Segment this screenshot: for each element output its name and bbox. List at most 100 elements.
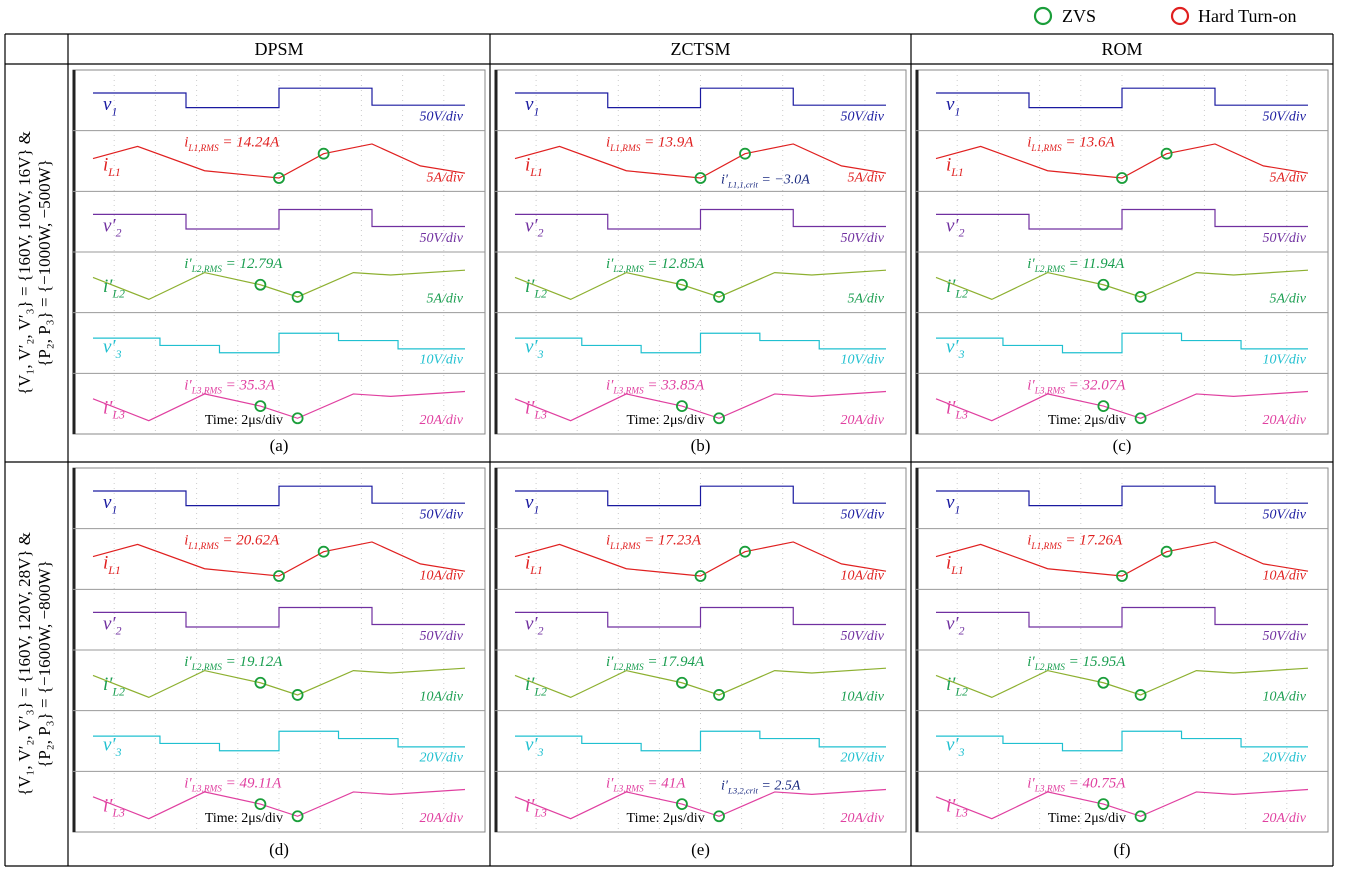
channel-name-main: v′ — [525, 337, 538, 358]
scale-label: 50V/div — [1262, 508, 1306, 523]
time-label: Time: 2μs/div — [627, 413, 705, 428]
channel-name-sub: L2 — [954, 287, 968, 300]
scale-label: 20A/div — [1262, 413, 1306, 428]
scale-label: 10V/div — [840, 352, 884, 367]
panel-caption: (c) — [1113, 436, 1132, 455]
scale-label: 10A/div — [840, 568, 884, 583]
scale-label: 50V/div — [419, 110, 463, 125]
channel-name-sub: 3 — [958, 746, 965, 759]
rms-label-sub: L1,RMS — [609, 144, 641, 154]
legend-label: ZVS — [1062, 6, 1096, 26]
crit-label-rest: = 2.5A — [758, 778, 801, 793]
rms-label-sub: L3,RMS — [1034, 387, 1066, 397]
time-label: Time: 2μs/div — [627, 811, 705, 826]
channel-name-main: v′ — [103, 735, 116, 756]
channel-name-sub: 1 — [533, 105, 539, 118]
channel-name-sub: L1 — [529, 166, 542, 179]
channel-name-main: v′ — [946, 215, 959, 236]
rms-label-sub: L2,RMS — [1034, 265, 1066, 275]
channel-name-sub: L1 — [107, 564, 120, 577]
scale-label: 50V/div — [419, 629, 463, 644]
channel-name-main: v′ — [525, 215, 538, 236]
time-label: Time: 2μs/div — [1048, 413, 1126, 428]
channel-name-sub: L3 — [954, 807, 968, 820]
scale-label: 50V/div — [1262, 231, 1306, 246]
rms-label-rest: = 19.12A — [222, 654, 283, 670]
scale-label: 10A/div — [419, 568, 463, 583]
crit-label-sub: L1,1,crit — [727, 179, 758, 189]
channel-name-main: v′ — [103, 337, 116, 358]
scale-label: 20V/div — [840, 750, 884, 765]
rms-label-sub: L1,RMS — [187, 542, 219, 552]
panel-caption: (e) — [691, 840, 710, 859]
channel-name-sub: 1 — [111, 503, 117, 516]
channel-name-sub: L3 — [111, 807, 125, 820]
row-label: {P₂, P₃} = {−1600W, −800W} — [35, 560, 54, 768]
channel-name-main: v′ — [103, 215, 116, 236]
rms-label-sub: L1,RMS — [1030, 144, 1062, 154]
scale-label: 20A/div — [419, 811, 463, 826]
scale-label: 50V/div — [840, 629, 884, 644]
figure: ZVSHard Turn-onDPSMZCTSMROM{V₁, V′₂, V′₃… — [0, 0, 1348, 871]
row-label: {V₁, V′₂, V′₃} = {160V, 120V, 28V} & — [15, 532, 34, 796]
channel-name-sub: L3 — [111, 409, 125, 422]
channel-name-sub: L1 — [950, 564, 963, 577]
scale-label: 10A/div — [840, 690, 884, 705]
scale-label: 20A/div — [1262, 811, 1306, 826]
scale-label: 20V/div — [1262, 750, 1306, 765]
scale-label: 50V/div — [1262, 110, 1306, 125]
scale-label: 5A/div — [426, 170, 463, 185]
channel-name-sub: 1 — [954, 503, 960, 516]
channel-name-main: v′ — [946, 613, 959, 634]
rms-label-rest: = 33.85A — [644, 377, 705, 393]
channel-name-sub: 3 — [537, 348, 544, 361]
scale-label: 5A/div — [1269, 292, 1306, 307]
rms-label-rest: = 17.94A — [644, 654, 705, 670]
rms-label-rest: = 13.9A — [640, 135, 694, 151]
channel-name-sub: L1 — [529, 564, 542, 577]
row-label: {V₁, V′₂, V′₃} = {160V, 100V, 16V} & — [15, 131, 34, 395]
panel-caption: (b) — [691, 436, 711, 455]
scale-label: 10A/div — [1262, 568, 1306, 583]
channel-name-sub: 2 — [538, 625, 544, 638]
channel-name-sub: 3 — [115, 348, 122, 361]
scale-label: 10A/div — [1262, 690, 1306, 705]
scale-label: 5A/div — [1269, 170, 1306, 185]
rms-label-sub: L2,RMS — [612, 663, 644, 673]
panel-caption: (d) — [269, 840, 289, 859]
rms-label-sub: L1,RMS — [187, 144, 219, 154]
rms-label-rest: = 15.95A — [1065, 654, 1126, 670]
scale-label: 5A/div — [426, 292, 463, 307]
scale-label: 50V/div — [419, 508, 463, 523]
rms-label-rest: = 12.85A — [644, 256, 705, 272]
channel-name-sub: L2 — [533, 287, 547, 300]
channel-name-main: v′ — [103, 613, 116, 634]
row-label: {P₂, P₃} = {−1000W, −500W} — [35, 159, 54, 367]
rms-label-sub: L3,RMS — [191, 785, 223, 795]
scale-label: 50V/div — [419, 231, 463, 246]
crit-label-sub: L3,2,crit — [727, 785, 758, 795]
scale-label: 50V/div — [840, 231, 884, 246]
channel-name-sub: L2 — [954, 685, 968, 698]
scale-label: 50V/div — [840, 508, 884, 523]
rms-label-rest: = 14.24A — [219, 135, 280, 151]
channel-name-sub: 1 — [954, 105, 960, 118]
scale-label: 10V/div — [1262, 352, 1306, 367]
rms-label-sub: L1,RMS — [1030, 542, 1062, 552]
legend-label: Hard Turn-on — [1198, 6, 1297, 26]
scale-label: 10A/div — [419, 690, 463, 705]
legend-marker — [1035, 8, 1051, 24]
time-label: Time: 2μs/div — [205, 413, 283, 428]
rms-label-sub: L1,RMS — [609, 542, 641, 552]
scale-label: 10V/div — [419, 352, 463, 367]
rms-label-rest: = 35.3A — [222, 377, 276, 393]
channel-name-sub: 3 — [958, 348, 965, 361]
channel-name-sub: L2 — [533, 685, 547, 698]
rms-label-rest: = 17.23A — [640, 533, 701, 549]
channel-name-sub: L3 — [533, 409, 547, 422]
rms-label-rest: = 17.26A — [1062, 533, 1123, 549]
channel-name-sub: 3 — [537, 746, 544, 759]
rms-label-sub: L3,RMS — [191, 387, 223, 397]
channel-name-sub: 2 — [116, 227, 122, 240]
rms-label-sub: L3,RMS — [612, 387, 644, 397]
